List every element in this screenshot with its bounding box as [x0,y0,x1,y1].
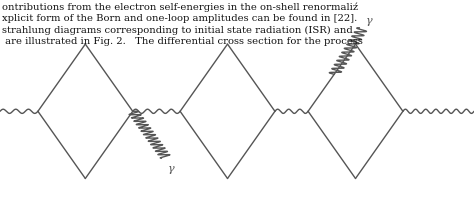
Text: ontributions from the electron self-energies in the on-shell renormaliź
xplicit : ontributions from the electron self-ener… [2,2,363,46]
Text: γ: γ [366,16,373,26]
Text: γ: γ [168,164,175,174]
